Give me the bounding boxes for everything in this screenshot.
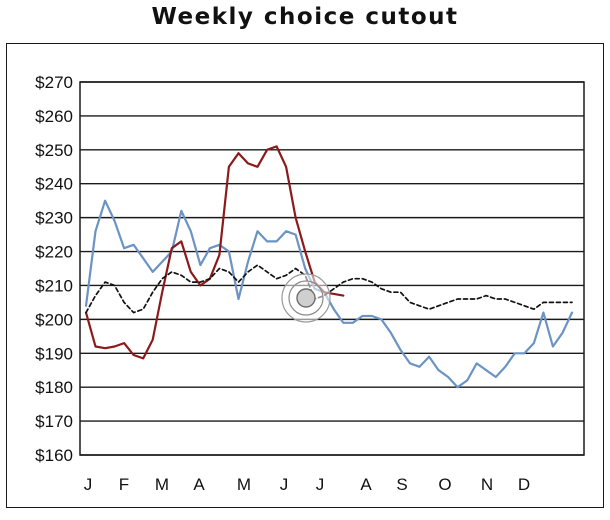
y-tick-label: $180 [35,378,73,397]
x-tick-label: O [438,475,451,494]
y-tick-label: $170 [35,412,73,431]
x-tick-label: J [84,475,93,494]
y-tick-label: $190 [35,344,73,363]
x-tick-label: A [193,475,205,494]
y-tick-label: $250 [35,141,73,160]
x-tick-label: S [396,475,407,494]
x-tick-label: J [316,475,325,494]
y-tick-label: $240 [35,175,73,194]
target-dot [296,288,316,308]
x-tick-label: J [280,475,289,494]
y-tick-label: $270 [35,73,73,92]
chart-title: Weekly choice cutout [151,4,459,30]
x-tick-label: D [518,475,530,494]
x-tick-label: M [237,475,251,494]
target-ring-inner [288,280,324,316]
x-tick-label: F [119,475,129,494]
x-tick-label: N [481,475,493,494]
series-line [85,264,573,314]
plot-area [79,81,585,456]
target-marker [281,273,331,323]
y-axis-ticks: $160 $170 $180 $190 $200 $210 $220 $230 $240 $250… [35,73,73,465]
y-tick-label: $220 [35,243,73,262]
y-tick-label: $160 [35,446,73,465]
y-tick-label: $230 [35,209,73,228]
y-tick-label: $200 [35,310,73,329]
x-tick-label: A [360,475,372,494]
y-tick-label: $210 [35,276,73,295]
series-lines [84,145,574,389]
x-tick-label: M [155,475,169,494]
series-line [84,145,345,360]
y-tick-label: $260 [35,107,73,126]
